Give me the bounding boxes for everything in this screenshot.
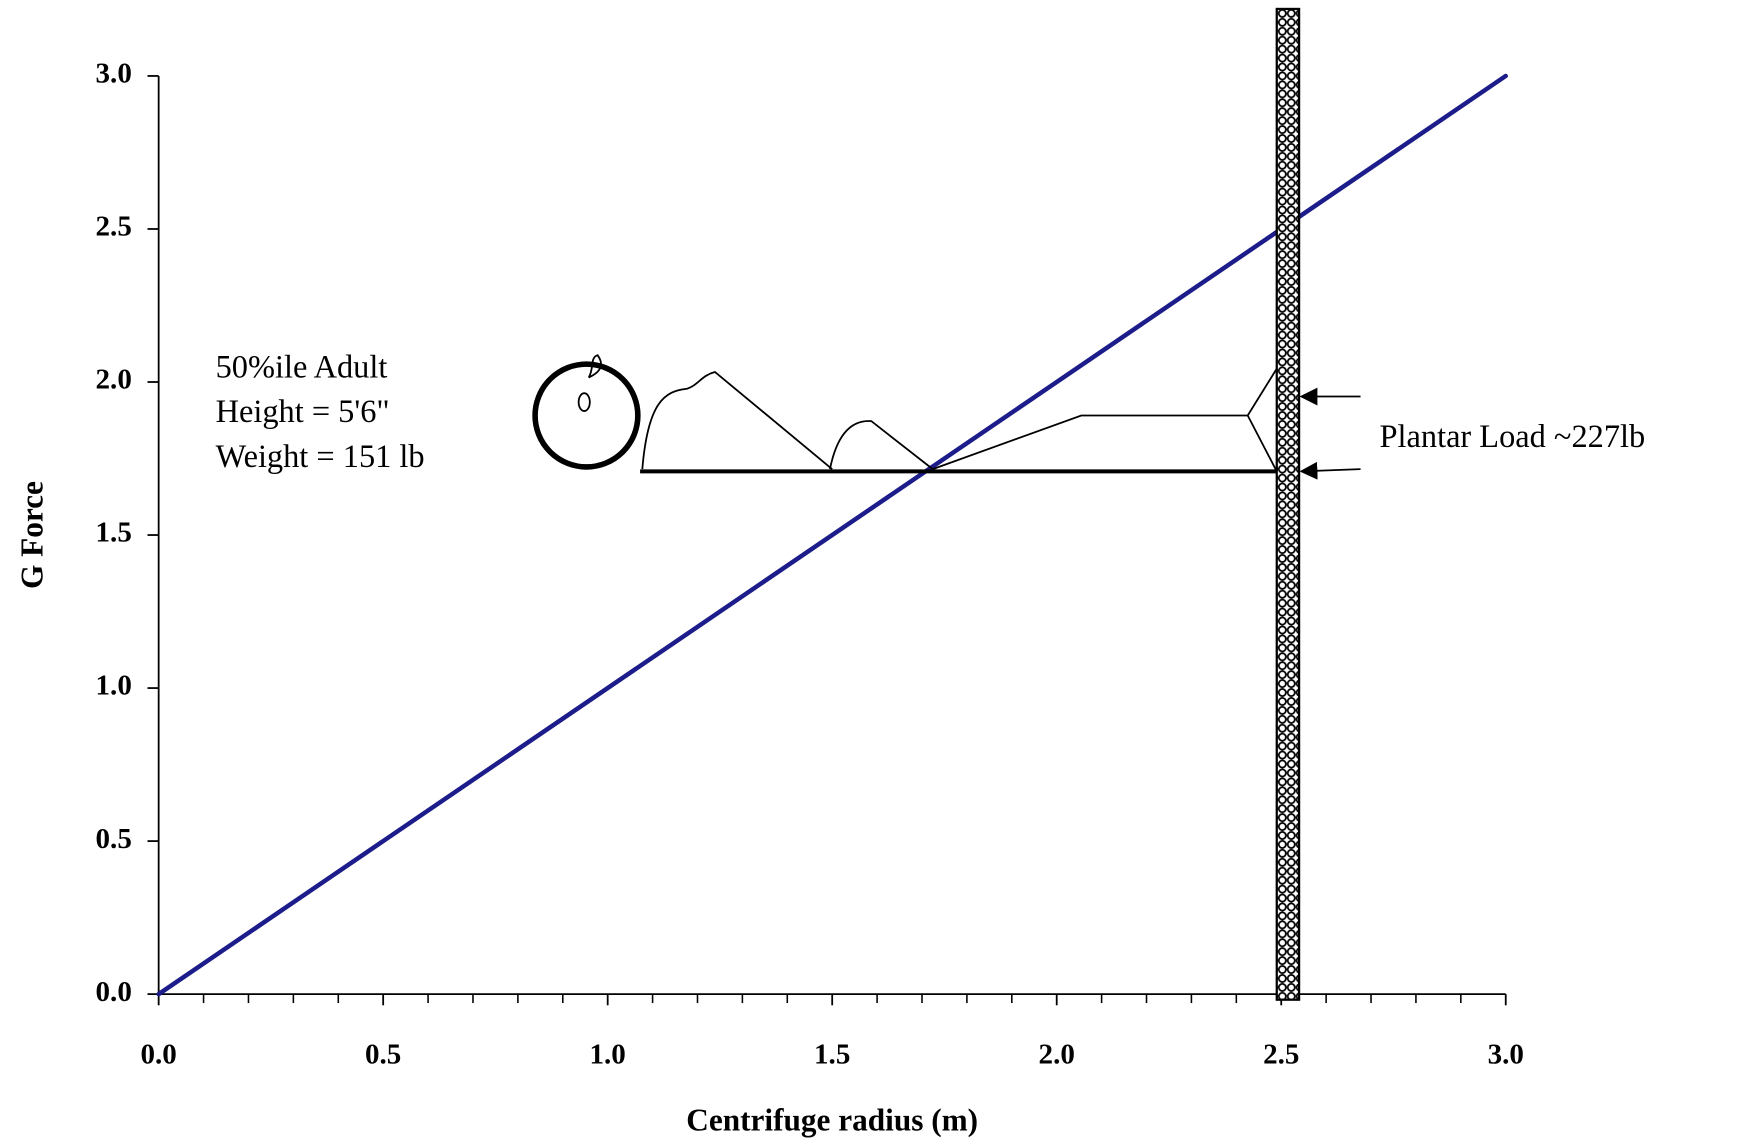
y-tick-label: 1.0	[96, 670, 132, 702]
x-axis-label: Centrifuge radius (m)	[686, 1102, 978, 1137]
y-tick-label: 3.0	[96, 58, 132, 90]
y-tick-label: 0.5	[96, 823, 132, 855]
data-line	[156, 73, 1508, 997]
x-tick-label: 2.5	[1263, 1038, 1299, 1070]
y-tick-label: 1.5	[96, 517, 132, 549]
x-tick-label: 1.5	[814, 1038, 850, 1070]
x-tick-label: 0.0	[141, 1038, 177, 1070]
x-tick-label: 0.5	[365, 1038, 401, 1070]
y-tick-label: 0.0	[96, 976, 132, 1008]
annotation: Weight = 151 lb	[216, 439, 425, 475]
annotation: 50%ile Adult	[216, 350, 388, 386]
person-drawing	[532, 354, 1361, 480]
annotation: Plantar Load ~227lb	[1380, 419, 1646, 455]
y-tick-label: 2.5	[96, 211, 132, 243]
x-tick-label: 3.0	[1488, 1038, 1524, 1070]
y-axis-label: G Force	[14, 481, 49, 589]
wall	[1275, 7, 1301, 1001]
x-tick-label: 1.0	[590, 1038, 626, 1070]
annotation: Height = 5'6"	[216, 394, 390, 430]
y-tick-label: 2.0	[96, 364, 132, 396]
x-tick-label: 2.0	[1039, 1038, 1075, 1070]
